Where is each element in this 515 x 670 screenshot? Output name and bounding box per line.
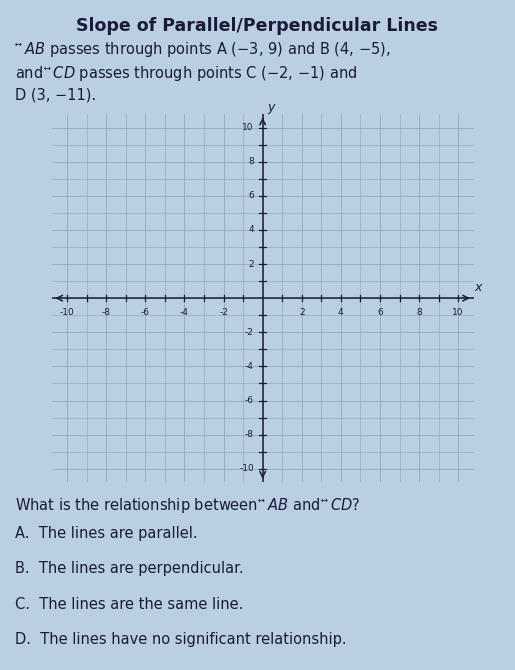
Text: B.  The lines are perpendicular.: B. The lines are perpendicular. <box>15 561 244 576</box>
Text: Slope of Parallel/Perpendicular Lines: Slope of Parallel/Perpendicular Lines <box>77 17 438 35</box>
Text: 6: 6 <box>248 192 254 200</box>
Text: -4: -4 <box>245 362 254 371</box>
Text: D (3, −11).: D (3, −11). <box>15 87 97 102</box>
Text: 6: 6 <box>377 308 383 316</box>
Text: What is the relationship between $\overleftrightarrow{AB}$ and $\overleftrightar: What is the relationship between $\overl… <box>15 496 360 515</box>
Text: 8: 8 <box>248 157 254 166</box>
Text: 8: 8 <box>416 308 422 316</box>
Text: -2: -2 <box>219 308 228 316</box>
Text: -10: -10 <box>239 464 254 473</box>
Text: -10: -10 <box>60 308 75 316</box>
Text: y: y <box>267 100 275 113</box>
Text: -8: -8 <box>102 308 111 316</box>
Text: D.  The lines have no significant relationship.: D. The lines have no significant relatio… <box>15 632 347 647</box>
Text: 2: 2 <box>248 259 254 269</box>
Text: -6: -6 <box>245 396 254 405</box>
Text: $\overleftrightarrow{AB}$ passes through points A (−3, 9) and B (4, −5),: $\overleftrightarrow{AB}$ passes through… <box>15 40 391 59</box>
Text: 10: 10 <box>243 123 254 132</box>
Text: 2: 2 <box>299 308 304 316</box>
Text: -2: -2 <box>245 328 254 337</box>
Text: 4: 4 <box>338 308 344 316</box>
Text: C.  The lines are the same line.: C. The lines are the same line. <box>15 597 244 612</box>
Text: 4: 4 <box>248 225 254 234</box>
Text: A.  The lines are parallel.: A. The lines are parallel. <box>15 526 198 541</box>
Text: -8: -8 <box>245 430 254 439</box>
Text: x: x <box>474 281 482 294</box>
Text: -6: -6 <box>141 308 150 316</box>
Text: -4: -4 <box>180 308 189 316</box>
Text: 10: 10 <box>452 308 464 316</box>
Text: and $\overleftrightarrow{CD}$ passes through points C (−2, −1) and: and $\overleftrightarrow{CD}$ passes thr… <box>15 64 357 82</box>
